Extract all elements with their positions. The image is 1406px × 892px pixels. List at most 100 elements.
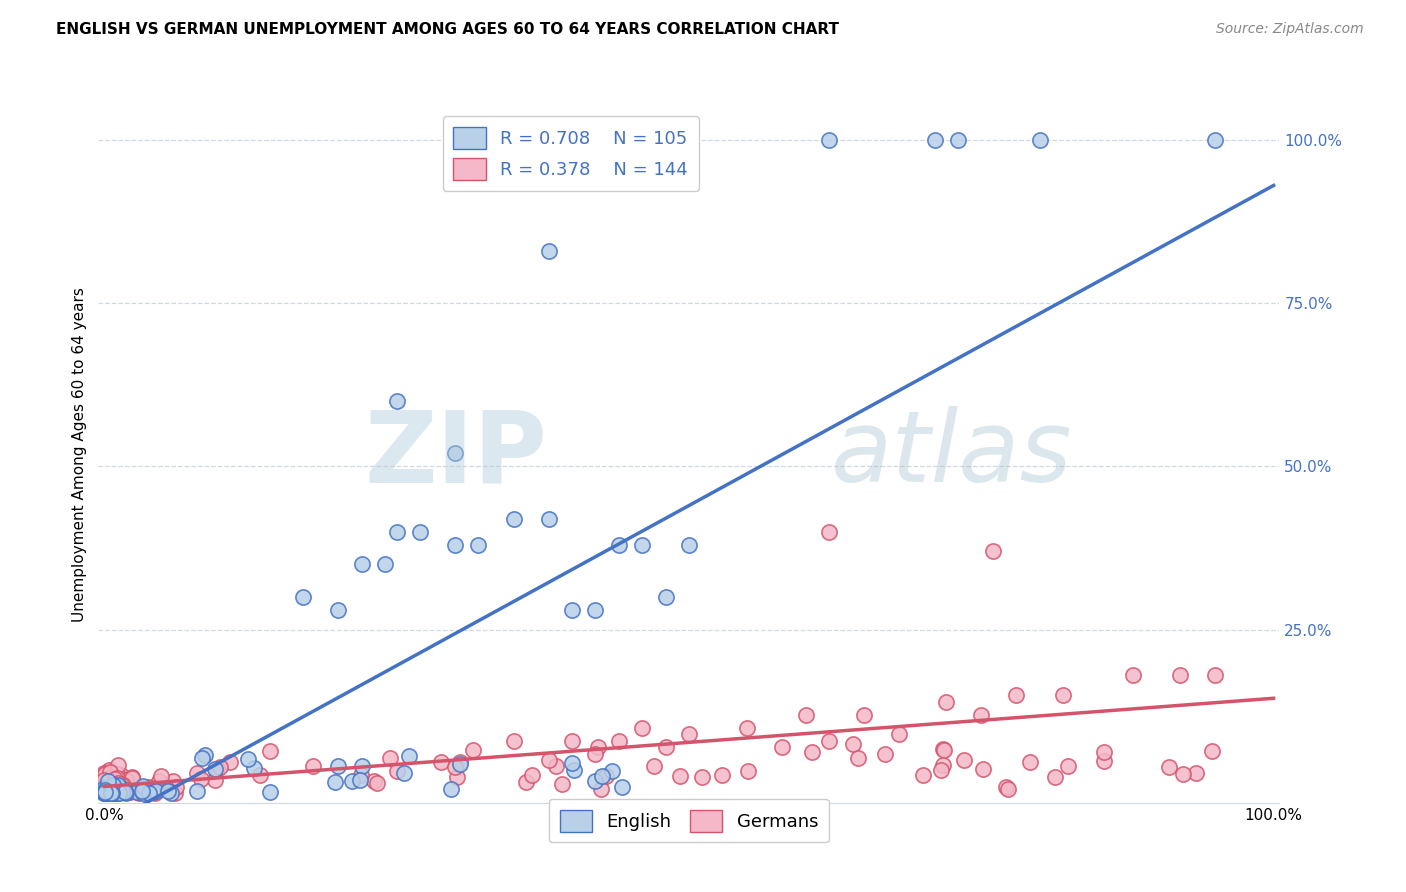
Point: [818, 733, 841, 747]
Point: [96, 785, 118, 799]
Point: [142, 785, 165, 799]
Point: [149, 769, 172, 783]
Point: [842, 737, 865, 751]
Point: [430, 756, 453, 770]
Point: [114, 776, 136, 790]
Point: [93, 785, 115, 799]
Point: [932, 741, 955, 756]
Point: [194, 747, 217, 762]
Point: [1094, 754, 1116, 768]
Point: [105, 767, 128, 781]
Point: [846, 751, 869, 765]
Point: [165, 780, 187, 795]
Point: [111, 781, 134, 796]
Point: [104, 773, 127, 788]
Point: [105, 780, 128, 795]
Point: [1029, 133, 1052, 147]
Point: [105, 771, 128, 785]
Point: [544, 759, 567, 773]
Point: [159, 786, 181, 800]
Point: [1092, 745, 1115, 759]
Point: [100, 786, 122, 800]
Point: [105, 776, 128, 790]
Point: [94, 775, 117, 789]
Point: [97, 782, 120, 797]
Point: [631, 538, 654, 552]
Point: [326, 759, 349, 773]
Point: [387, 764, 409, 779]
Point: [349, 772, 371, 787]
Point: [107, 758, 129, 772]
Y-axis label: Unemployment Among Ages 60 to 64 years: Unemployment Among Ages 60 to 64 years: [72, 287, 87, 623]
Point: [583, 774, 606, 789]
Text: Source: ZipAtlas.com: Source: ZipAtlas.com: [1216, 22, 1364, 37]
Point: [586, 739, 609, 754]
Point: [104, 772, 127, 786]
Point: [93, 777, 115, 791]
Point: [560, 756, 582, 770]
Point: [103, 774, 125, 789]
Point: [162, 774, 184, 789]
Point: [392, 766, 415, 780]
Point: [110, 768, 132, 782]
Point: [131, 784, 153, 798]
Point: [132, 786, 155, 800]
Point: [186, 766, 208, 780]
Point: [110, 777, 132, 791]
Point: [121, 771, 143, 785]
Point: [583, 603, 606, 617]
Point: [1204, 133, 1226, 147]
Point: [115, 786, 138, 800]
Point: [853, 707, 876, 722]
Point: [94, 785, 117, 799]
Point: [93, 779, 115, 793]
Point: [112, 782, 135, 797]
Point: [970, 707, 993, 722]
Point: [94, 770, 117, 784]
Point: [818, 524, 841, 539]
Point: [138, 786, 160, 800]
Point: [94, 784, 117, 798]
Point: [96, 785, 118, 799]
Point: [931, 758, 953, 772]
Point: [981, 544, 1004, 558]
Point: [678, 538, 700, 552]
Point: [772, 740, 794, 755]
Point: [1005, 688, 1028, 702]
Point: [520, 767, 543, 781]
Point: [96, 785, 118, 799]
Point: [93, 772, 115, 787]
Point: [323, 774, 346, 789]
Point: [678, 727, 700, 741]
Point: [690, 770, 713, 784]
Point: [1057, 759, 1080, 773]
Point: [100, 781, 122, 796]
Point: [1168, 668, 1191, 682]
Point: [934, 743, 956, 757]
Point: [96, 776, 118, 790]
Point: [737, 764, 759, 778]
Point: [340, 774, 363, 789]
Point: [461, 743, 484, 757]
Point: [145, 784, 167, 798]
Point: [93, 765, 115, 780]
Point: [96, 785, 118, 799]
Point: [93, 784, 115, 798]
Point: [107, 785, 129, 799]
Point: [100, 786, 122, 800]
Point: [595, 769, 617, 783]
Point: [249, 768, 271, 782]
Point: [385, 524, 408, 539]
Point: [97, 784, 120, 798]
Point: [190, 772, 212, 786]
Point: [889, 727, 911, 741]
Point: [1159, 760, 1181, 774]
Point: [143, 786, 166, 800]
Point: [378, 751, 401, 765]
Text: ENGLISH VS GERMAN UNEMPLOYMENT AMONG AGES 60 TO 64 YEARS CORRELATION CHART: ENGLISH VS GERMAN UNEMPLOYMENT AMONG AGE…: [56, 22, 839, 37]
Point: [449, 756, 471, 770]
Point: [93, 780, 115, 795]
Point: [654, 740, 676, 755]
Point: [103, 780, 125, 795]
Point: [98, 786, 121, 800]
